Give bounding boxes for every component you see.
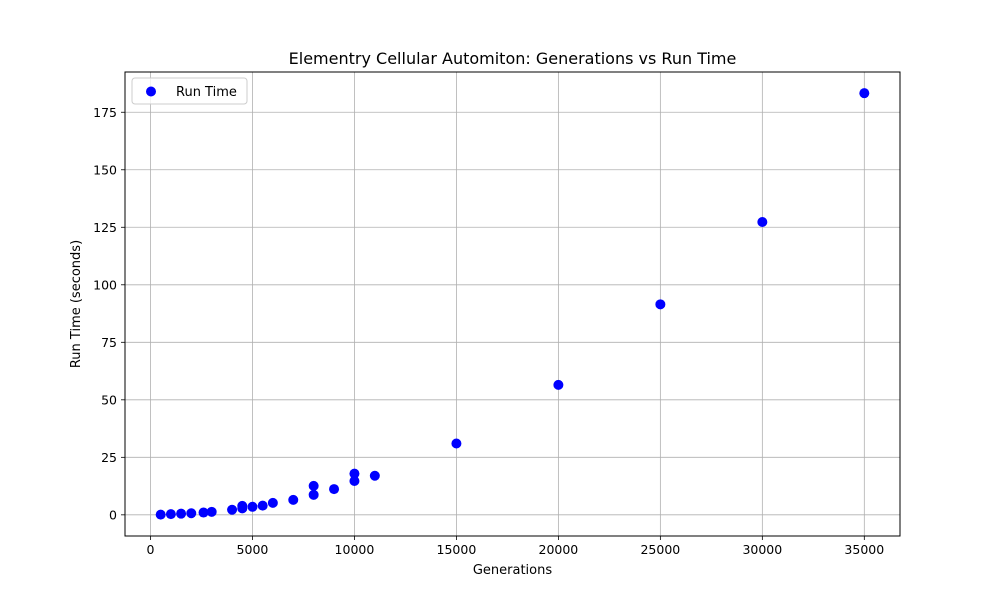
data-point [288, 494, 299, 505]
data-point [247, 501, 258, 512]
x-tick-label: 15000 [437, 542, 477, 557]
y-tick-label: 25 [101, 450, 117, 465]
data-point [267, 497, 278, 508]
y-tick-label: 0 [109, 507, 117, 522]
data-point [349, 468, 360, 479]
data-point [237, 500, 248, 511]
legend-box [131, 77, 248, 105]
legend-marker [146, 86, 156, 97]
x-axis-label: Generations [473, 563, 553, 578]
chart-title: Elementry Cellular Automiton: Generation… [289, 49, 737, 68]
data-point [186, 508, 197, 519]
y-tick-label: 150 [93, 162, 117, 177]
x-tick-label: 20000 [539, 542, 579, 557]
data-point [198, 507, 209, 518]
data-point [176, 508, 187, 519]
data-point [308, 480, 319, 491]
data-point [349, 476, 360, 487]
data-point [757, 216, 768, 227]
plot-area-frame [124, 71, 901, 537]
x-tick-label: 30000 [742, 542, 782, 557]
data-point [859, 88, 870, 99]
y-tick-label: 50 [101, 392, 117, 407]
y-axis-ticks: 0 25 50 75 100 125 150 175 [93, 105, 125, 522]
data-point [329, 484, 340, 495]
data-point [655, 299, 666, 310]
data-point [165, 509, 176, 520]
legend-label: Run Time [176, 85, 237, 100]
y-axis-label: Run Time (seconds) [69, 240, 84, 368]
y-tick-label: 100 [93, 277, 117, 292]
x-tick-label: 0 [147, 542, 155, 557]
data-point [369, 470, 380, 481]
x-tick-label: 25000 [640, 542, 680, 557]
data-point [206, 506, 217, 517]
y-tick-label: 125 [93, 220, 117, 235]
y-tick-label: 175 [93, 105, 117, 120]
data-point [308, 489, 319, 500]
x-tick-label: 10000 [335, 542, 375, 557]
legend: Run Time [131, 77, 248, 105]
x-tick-label: 35000 [844, 542, 884, 557]
data-point [155, 509, 166, 520]
data-point [227, 504, 238, 515]
data-point [257, 500, 268, 511]
data-point [553, 379, 564, 390]
data-point [451, 438, 462, 449]
y-tick-label: 75 [101, 335, 117, 350]
x-axis-ticks: 0 5000 10000 15000 20000 25000 30000 35000 [147, 536, 884, 557]
data-points [155, 88, 870, 520]
x-tick-label: 5000 [237, 542, 269, 557]
grid-lines [125, 72, 900, 536]
